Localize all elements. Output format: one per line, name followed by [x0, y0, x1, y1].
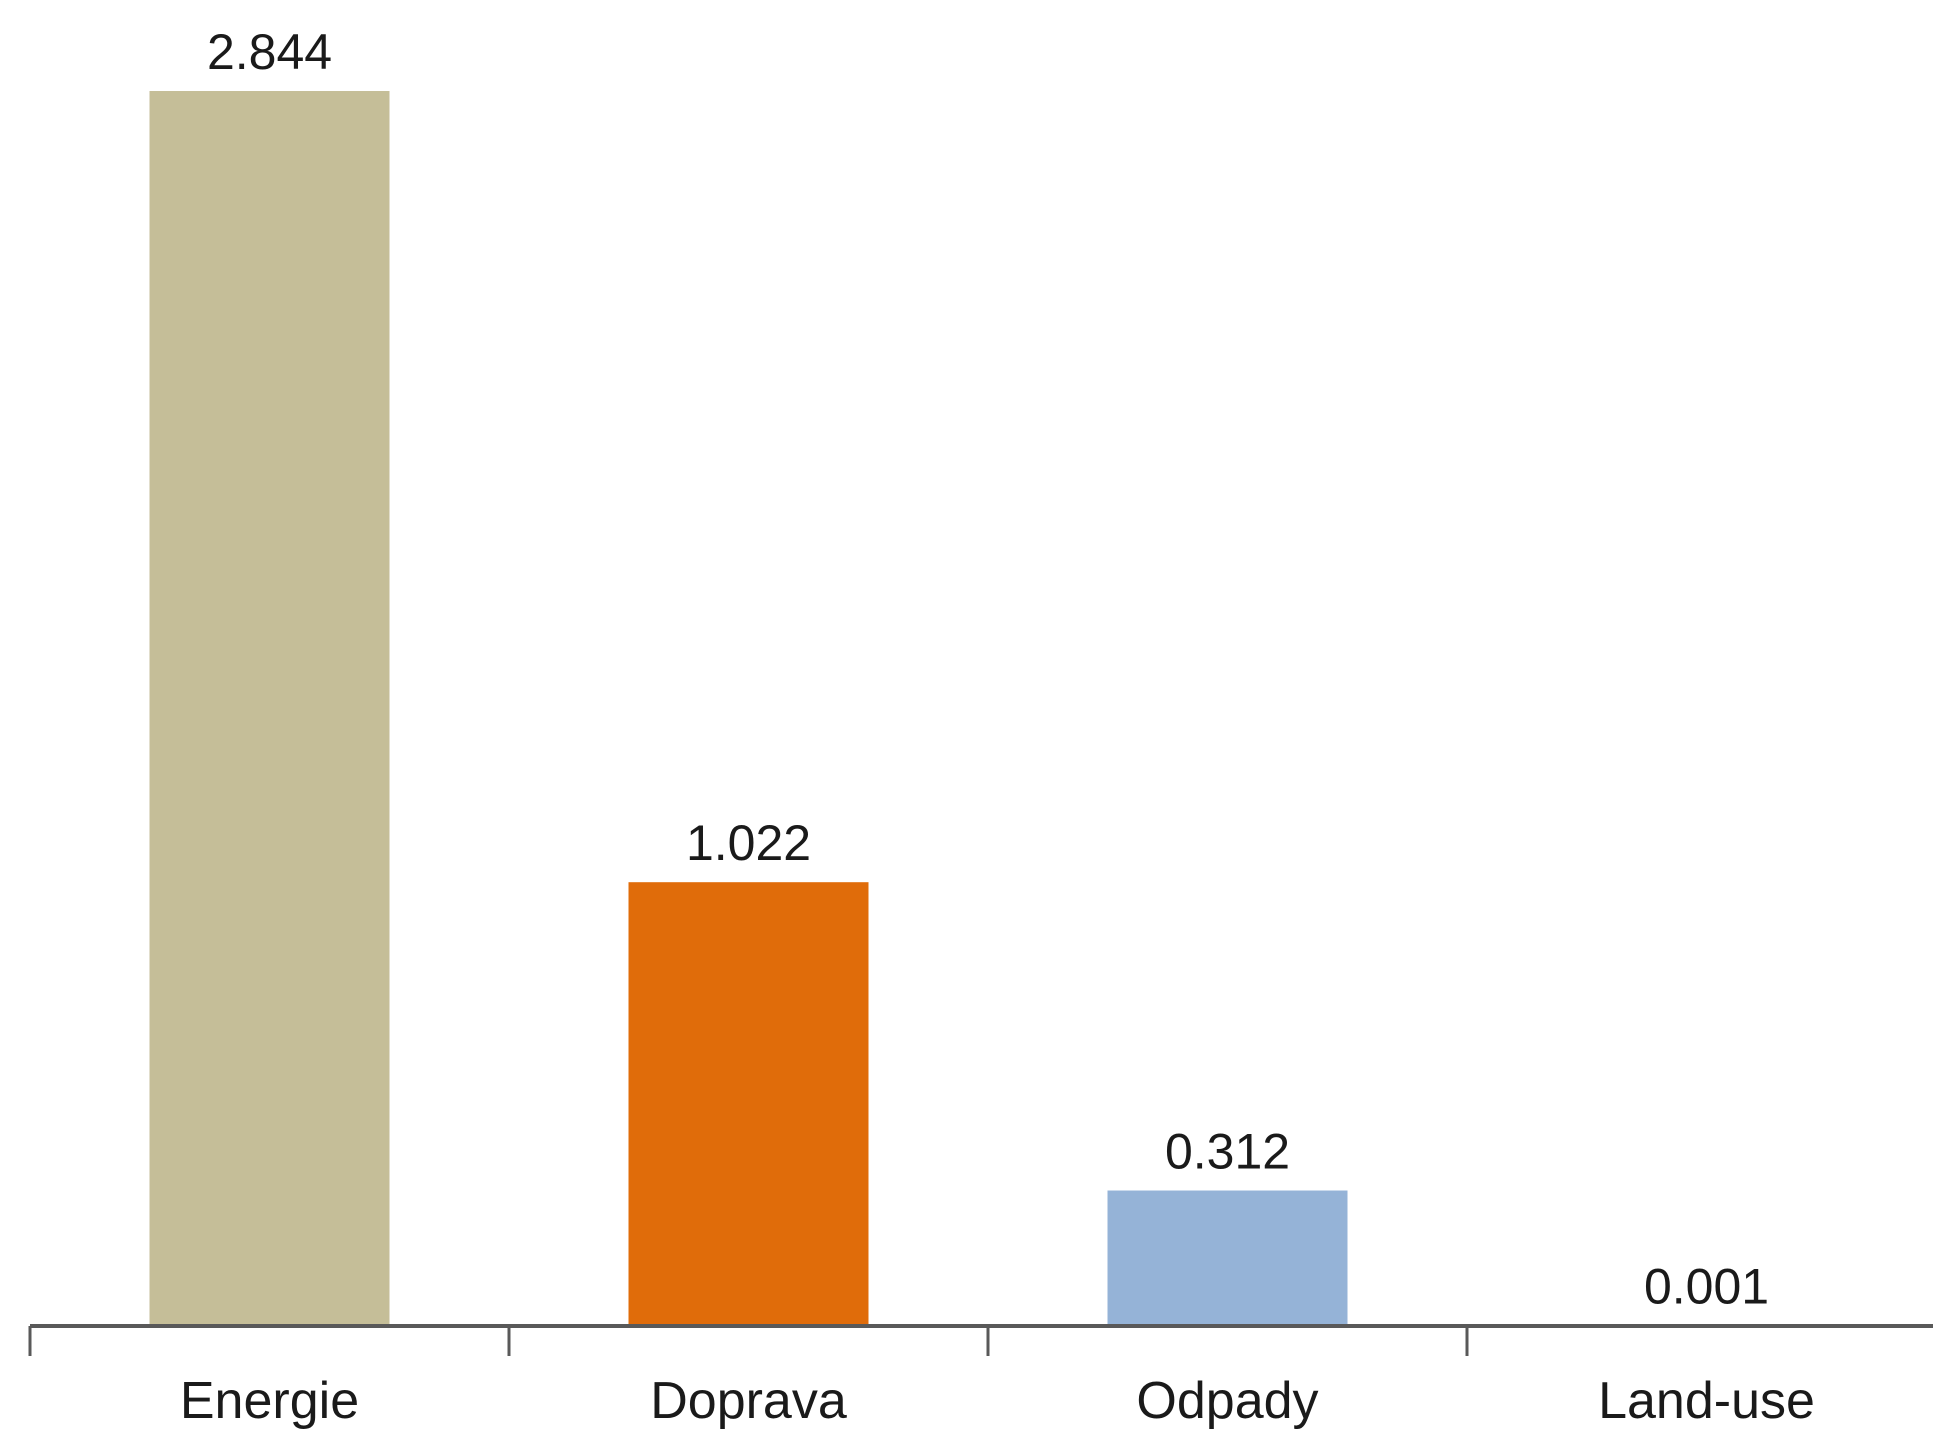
data-label: 1.022 — [686, 815, 811, 871]
x-tick-label: Odpady — [1136, 1372, 1318, 1430]
x-tick-label: Doprava — [650, 1372, 847, 1430]
x-tick-label: Land-use — [1598, 1372, 1815, 1430]
data-label: 0.001 — [1644, 1259, 1769, 1315]
x-tick-label: Energie — [180, 1372, 359, 1430]
labels-layer: 2.844 Energie 1.022 Doprava 0.312 Odpady 0.001… — [180, 24, 1815, 1430]
x-axis — [30, 1326, 1933, 1356]
bars-layer — [150, 91, 1827, 1326]
data-label: 2.844 — [207, 24, 332, 80]
bar-doprava — [629, 882, 869, 1326]
bar-odpady — [1108, 1191, 1348, 1326]
data-label: 0.312 — [1165, 1124, 1290, 1180]
bar-energie — [150, 91, 390, 1326]
